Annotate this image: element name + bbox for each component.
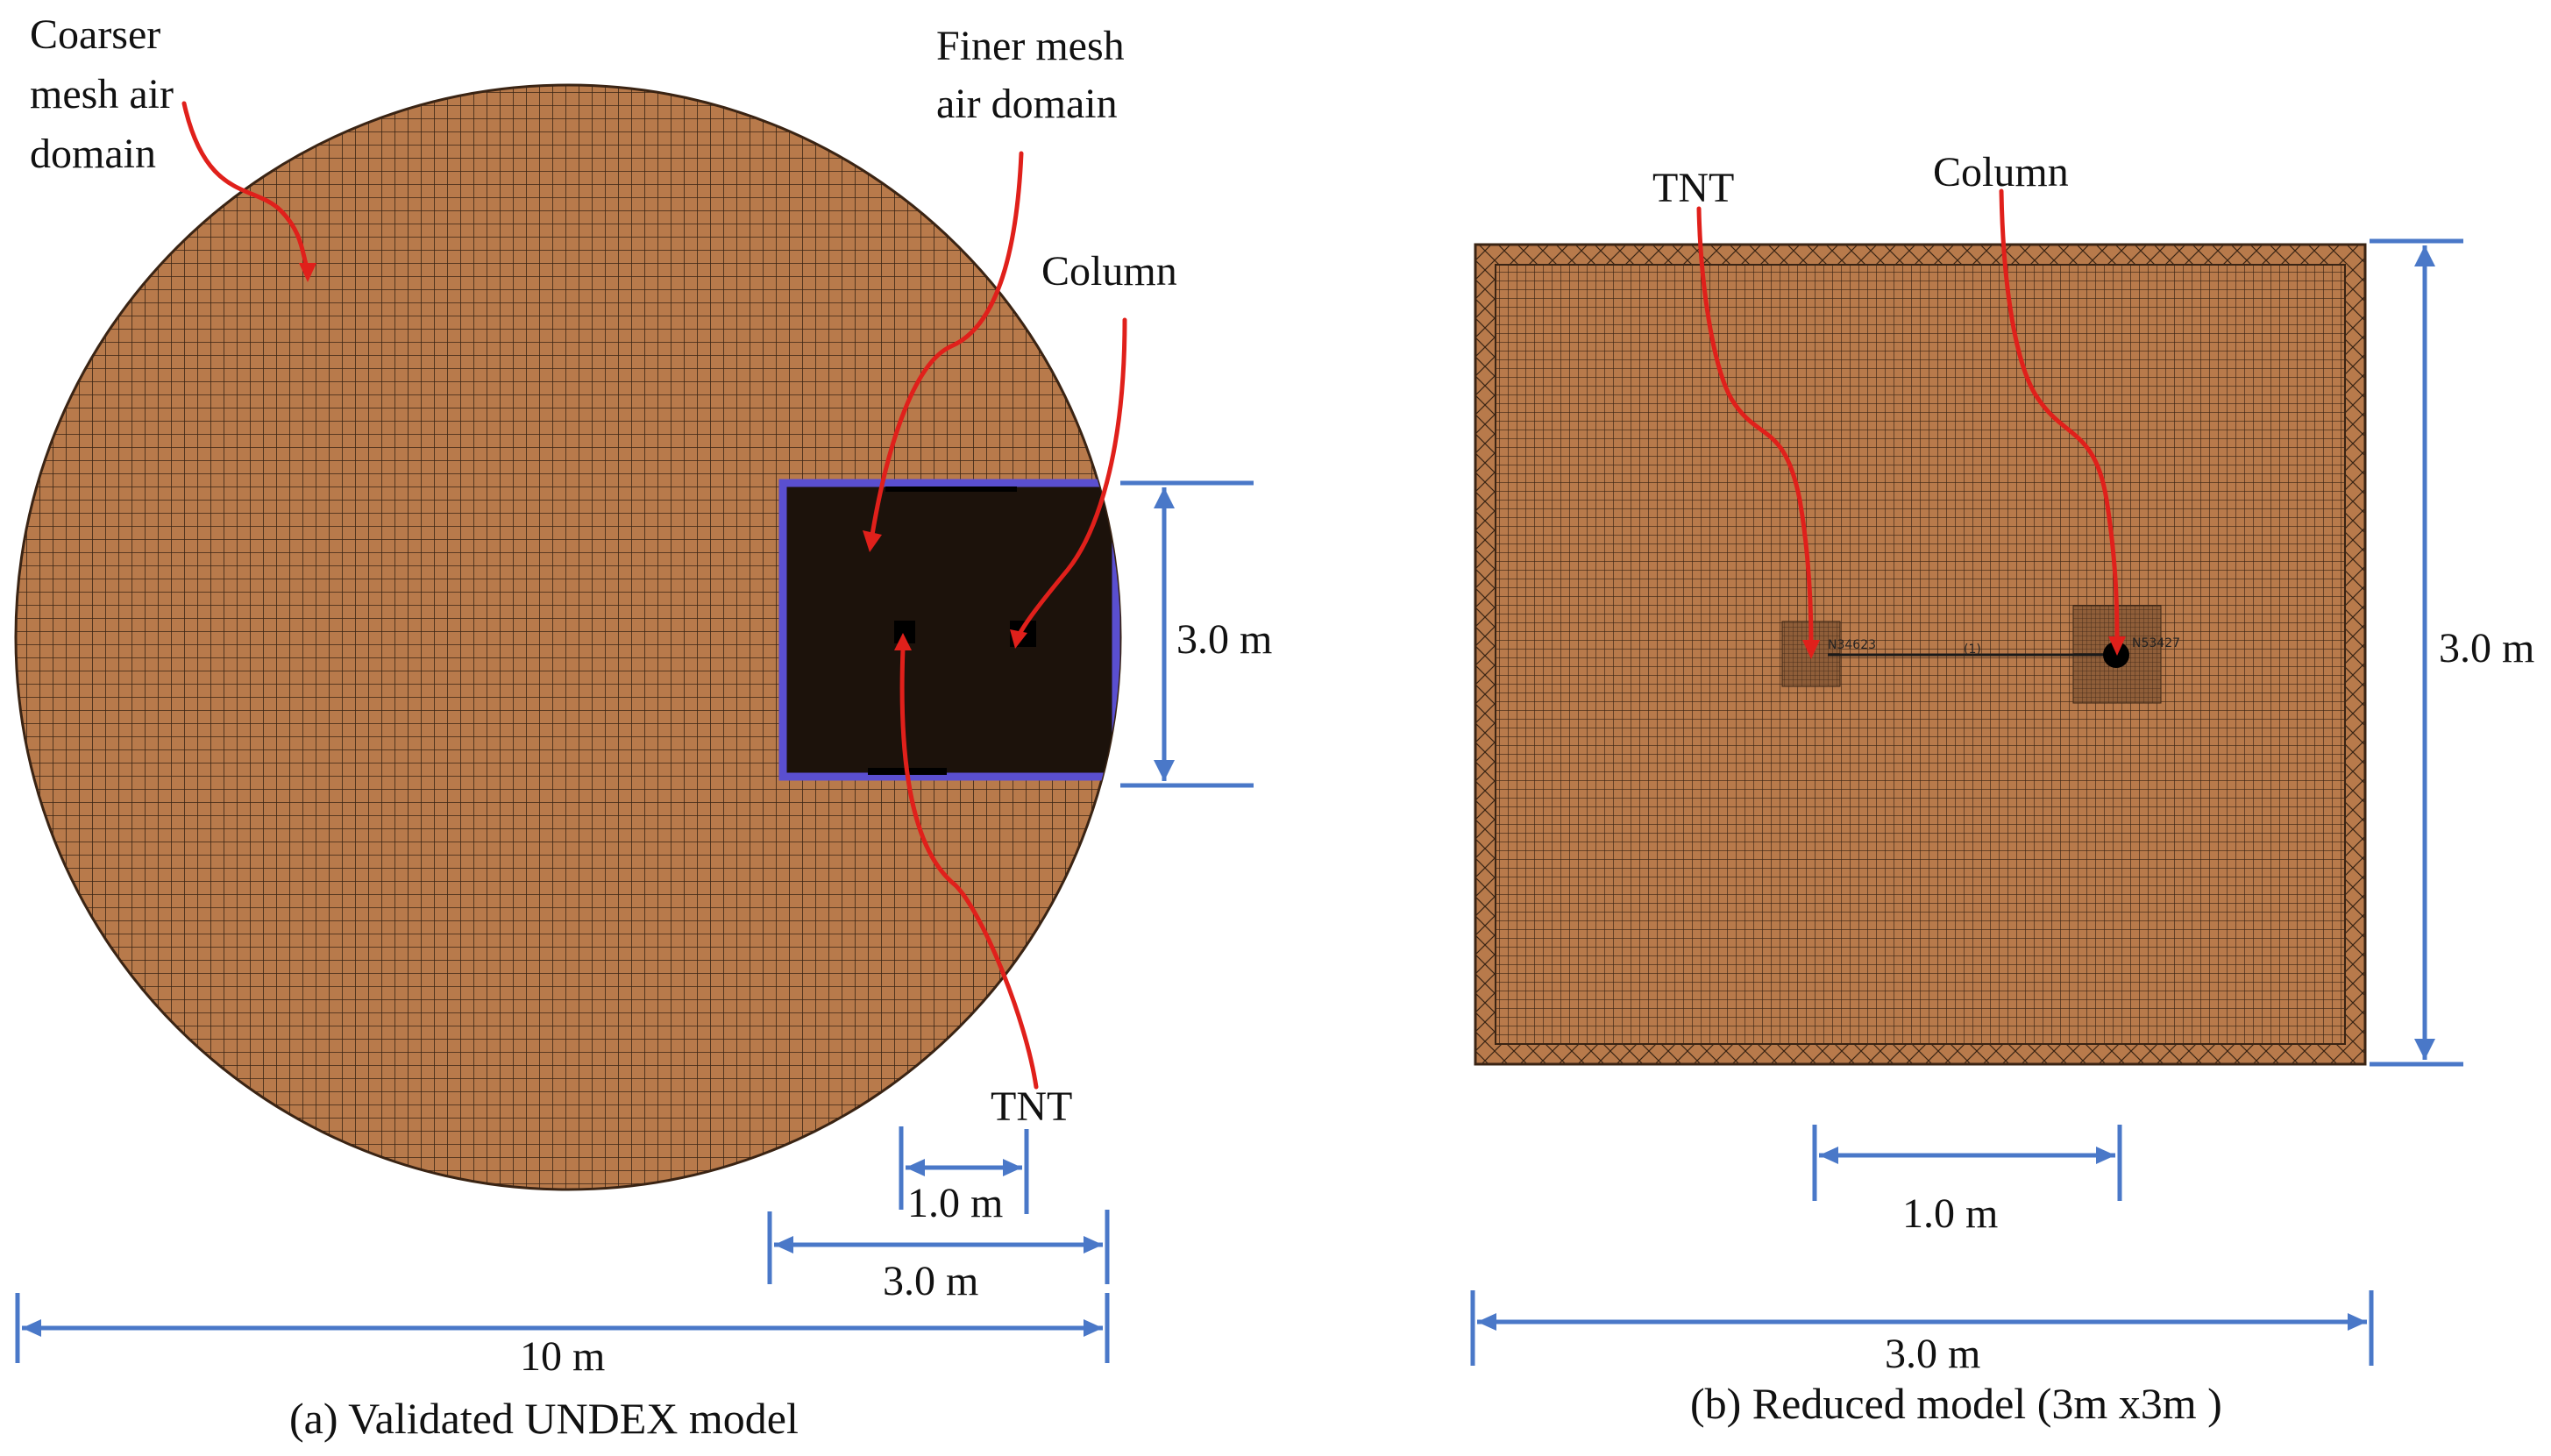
coarser-mesh-label-line-2: mesh air bbox=[30, 71, 174, 117]
finer-mesh-label-line-2: air domain bbox=[936, 81, 1118, 127]
annotation-arrows-b bbox=[1696, 188, 2120, 647]
panel-a-validated-undex-model: Coarser mesh air domain Finer mesh air d… bbox=[14, 11, 1272, 1443]
coarse-mesh-air-domain bbox=[14, 83, 1122, 1191]
dim-spacing-label: 1.0 m bbox=[907, 1180, 1003, 1226]
caption-panel-a: (a) Validated UNDEX model bbox=[289, 1394, 799, 1443]
dim-width-label-b: 3.0 m bbox=[1885, 1331, 1980, 1377]
annotation-arrowheads-b bbox=[1802, 636, 2126, 659]
dimension-arrowheads-a bbox=[22, 487, 1175, 1337]
dim-box-height-label: 3.0 m bbox=[1176, 616, 1272, 663]
dim-overall-label: 10 m bbox=[520, 1333, 605, 1380]
column-node bbox=[2103, 642, 2129, 668]
coarser-mesh-label-line-3: domain bbox=[30, 131, 156, 177]
annotation-arrowheads bbox=[299, 263, 1027, 650]
finer-mesh-label-line-1: Finer mesh bbox=[936, 23, 1125, 69]
caption-panel-b: (b) Reduced model (3m x3m ) bbox=[1690, 1379, 2222, 1428]
tnt-label-b: TNT bbox=[1652, 165, 1734, 211]
column-label-b: Column bbox=[1933, 149, 2069, 195]
dimension-lines-a bbox=[15, 480, 1254, 1363]
column-label: Column bbox=[1041, 248, 1177, 295]
dim-box-width-label: 3.0 m bbox=[883, 1258, 978, 1304]
element-label: (1) bbox=[1964, 643, 1981, 657]
tnt-node-label: N34623 bbox=[1828, 638, 1876, 652]
fine-mesh-air-domain bbox=[778, 479, 1120, 781]
panel-b-reduced-model: N34623 (1) N53427 TNT Column 3.0 m 1.0 m bbox=[1470, 149, 2534, 1428]
coarser-mesh-label-line-1: Coarser bbox=[30, 11, 160, 58]
tnt-label: TNT bbox=[991, 1083, 1072, 1130]
column-node-label: N53427 bbox=[2132, 636, 2180, 650]
annotation-arrows bbox=[181, 101, 1127, 1090]
dim-height-label-b: 3.0 m bbox=[2439, 625, 2534, 671]
dimension-lines-b bbox=[1470, 238, 2463, 1366]
dim-spacing-label-b: 1.0 m bbox=[1902, 1190, 1998, 1237]
dimension-arrowheads-b bbox=[1477, 245, 2435, 1331]
